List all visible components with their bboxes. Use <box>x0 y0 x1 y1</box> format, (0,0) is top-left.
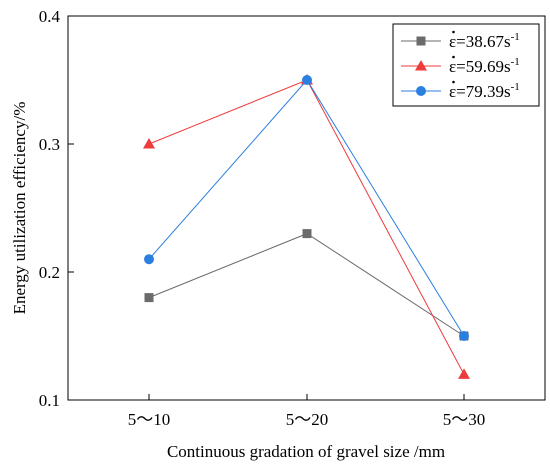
legend-marker-3 <box>416 86 426 96</box>
series-2-point <box>143 138 155 149</box>
x-tick-label: 5～20 <box>286 410 329 429</box>
legend-label-1: ε=38.67s-1 <box>449 31 520 51</box>
legend-marker-2 <box>415 60 427 71</box>
legend-label-text: ε=38.67s <box>449 32 511 51</box>
legend-label-exponent: -1 <box>511 56 520 68</box>
legend-label-3: ε=79.39s-1 <box>449 81 520 101</box>
legend-label-exponent: -1 <box>511 81 520 93</box>
series-3-line <box>148 79 465 337</box>
series-3-point <box>302 75 312 85</box>
legend-label-text: ε=59.69s <box>449 57 511 76</box>
y-axis-label: Energy utilization efficiency/% <box>10 102 29 315</box>
y-tick-label: 0.1 <box>39 391 60 410</box>
x-axis-label: Continuous gradation of gravel size /mm <box>167 442 445 461</box>
legend-epsilon-dot-2 <box>452 55 455 59</box>
x-tick-label: 5～30 <box>443 410 486 429</box>
x-tick-label: 5～10 <box>128 410 171 429</box>
x-axis: 5～10 5～20 5～30 <box>128 394 486 429</box>
series-2-line <box>148 79 465 375</box>
legend-epsilon-dot-3 <box>452 80 455 84</box>
series-1-point <box>144 293 154 303</box>
legend-epsilon-dot-1 <box>452 30 455 34</box>
series-layer <box>143 74 470 379</box>
legend-label-2: ε=59.69s-1 <box>449 56 520 76</box>
y-tick-label: 0.4 <box>39 7 61 26</box>
legend: ε=38.67s-1ε=59.69s-1ε=79.39s-1 <box>392 23 540 107</box>
legend-marker-1 <box>416 36 426 46</box>
y-tick-label: 0.3 <box>39 135 60 154</box>
legend-label-exponent: -1 <box>511 31 520 43</box>
legend-label-text: ε=79.39s <box>449 82 511 101</box>
series-2-point <box>458 368 470 379</box>
series-1-point <box>302 229 312 239</box>
y-axis: 0.1 0.2 0.3 0.4 <box>39 7 74 410</box>
series-3-point <box>459 331 469 341</box>
y-tick-label: 0.2 <box>39 263 60 282</box>
series-3-point <box>144 254 154 265</box>
